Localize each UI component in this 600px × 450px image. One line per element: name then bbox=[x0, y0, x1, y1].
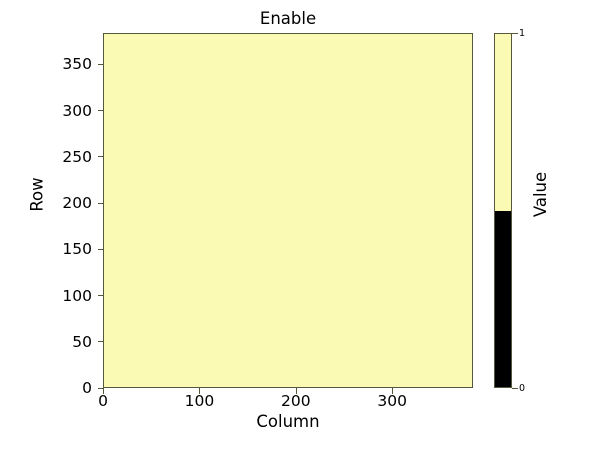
x-tick-mark bbox=[392, 388, 394, 394]
colorbar-tick-label: 0 bbox=[519, 382, 526, 394]
colorbar[interactable] bbox=[494, 33, 512, 388]
y-tick-mark bbox=[97, 110, 103, 112]
chart-title: Enable bbox=[259, 9, 317, 28]
y-tick-label: 0 bbox=[82, 379, 92, 397]
x-axis-label: Column bbox=[256, 412, 320, 431]
y-tick-label: 350 bbox=[62, 55, 92, 74]
y-tick-mark bbox=[97, 63, 103, 65]
y-tick-mark bbox=[97, 341, 103, 343]
heatmap-image bbox=[104, 34, 472, 387]
y-tick-label: 50 bbox=[72, 332, 92, 351]
colorbar-high-segment bbox=[495, 34, 511, 211]
y-tick-label: 200 bbox=[62, 194, 92, 213]
colorbar-tick-mark bbox=[512, 33, 518, 35]
heatmap-plot-area[interactable] bbox=[103, 33, 473, 388]
x-tick-mark bbox=[103, 388, 105, 394]
x-tick-label: 0 bbox=[98, 392, 108, 410]
y-tick-mark bbox=[97, 202, 103, 204]
y-tick-label: 250 bbox=[62, 147, 92, 166]
y-tick-label: 150 bbox=[62, 240, 92, 259]
colorbar-tick-mark bbox=[512, 387, 518, 389]
y-tick-mark bbox=[97, 248, 103, 250]
x-tick-label: 100 bbox=[184, 392, 215, 410]
y-tick-mark bbox=[97, 387, 103, 389]
x-tick-label: 300 bbox=[377, 392, 407, 410]
y-axis-label: Row bbox=[27, 177, 47, 212]
colorbar-label: Value bbox=[531, 171, 551, 218]
colorbar-low-segment bbox=[495, 210, 511, 387]
x-tick-mark bbox=[295, 388, 297, 394]
colorbar-tick-label: 1 bbox=[519, 28, 526, 39]
y-tick-label: 300 bbox=[62, 101, 92, 120]
x-tick-mark bbox=[199, 388, 201, 394]
y-tick-mark bbox=[97, 295, 103, 297]
x-tick-label: 200 bbox=[281, 392, 311, 410]
y-tick-label: 100 bbox=[62, 286, 92, 305]
y-tick-mark bbox=[97, 156, 103, 158]
